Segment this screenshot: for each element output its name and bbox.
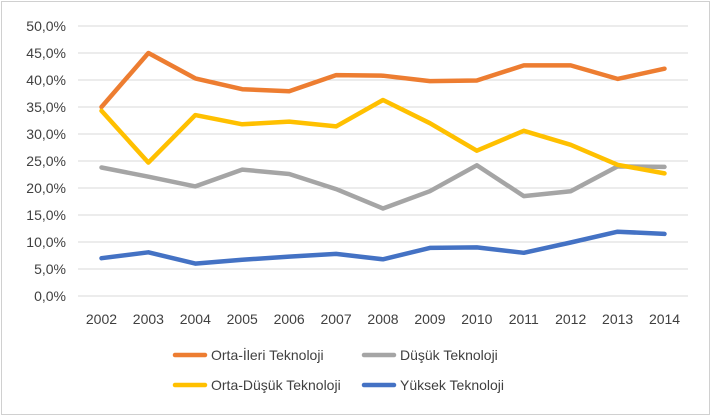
- legend: Orta-İleri Teknoloji Düşük Teknoloji Orta-…: [172, 346, 504, 393]
- gridlines: [78, 25, 688, 297]
- y-tick-label: 10,0%: [26, 234, 66, 250]
- y-tick-label: 15,0%: [26, 207, 66, 223]
- legend-item: Orta-Düşük Teknoloji: [172, 377, 341, 393]
- y-tick-label: 0,0%: [34, 288, 66, 304]
- series-line-orta-i-leri-teknoloji: [99, 50, 667, 110]
- x-tick-label: 2006: [274, 311, 305, 327]
- legend-item: Yüksek Teknoloji: [361, 377, 504, 393]
- y-tick-label: 50,0%: [26, 18, 66, 34]
- legend-label: Orta-İleri Teknoloji: [211, 346, 324, 363]
- y-tick-label: 45,0%: [26, 45, 66, 61]
- y-tick-label: 5,0%: [34, 261, 66, 277]
- y-tick-label: 30,0%: [26, 126, 66, 142]
- series-line-düşük-teknoloji: [99, 163, 667, 211]
- y-tick-label: 40,0%: [26, 72, 66, 88]
- x-tick-label: 2007: [320, 311, 351, 327]
- y-tick-label: 20,0%: [26, 180, 66, 196]
- legend-label: Düşük Teknoloji: [400, 347, 498, 363]
- legend-label: Yüksek Teknoloji: [400, 377, 504, 393]
- series-lines: [99, 50, 667, 266]
- x-tick-label: 2013: [602, 311, 633, 327]
- y-tick-label: 35,0%: [26, 99, 66, 115]
- legend-label: Orta-Düşük Teknoloji: [211, 377, 341, 393]
- legend-item: Düşük Teknoloji: [361, 347, 498, 363]
- legend-item: Orta-İleri Teknoloji: [172, 346, 324, 363]
- x-tick-label: 2014: [649, 311, 680, 327]
- x-tick-label: 2012: [555, 311, 586, 327]
- x-tick-label: 2002: [86, 311, 117, 327]
- series-line-orta-düşük-teknoloji: [99, 97, 667, 176]
- x-tick-label: 2004: [180, 311, 211, 327]
- x-tick-label: 2008: [367, 311, 398, 327]
- x-axis-ticks: 2002 2003 2004 2005 2006 2007 2008 2009 2010 2011…: [86, 311, 680, 327]
- y-axis-ticks: 0,0% 5,0% 10,0% 15,0% 20,0% 25,0% 30,0% 35,0% 40…: [26, 18, 66, 304]
- series-line-yüksek-teknoloji: [99, 229, 667, 266]
- x-tick-label: 2009: [414, 311, 445, 327]
- x-tick-label: 2005: [227, 311, 258, 327]
- x-tick-label: 2010: [461, 311, 492, 327]
- x-tick-label: 2011: [509, 311, 539, 327]
- y-tick-label: 25,0%: [26, 153, 66, 169]
- x-tick-label: 2003: [133, 311, 164, 327]
